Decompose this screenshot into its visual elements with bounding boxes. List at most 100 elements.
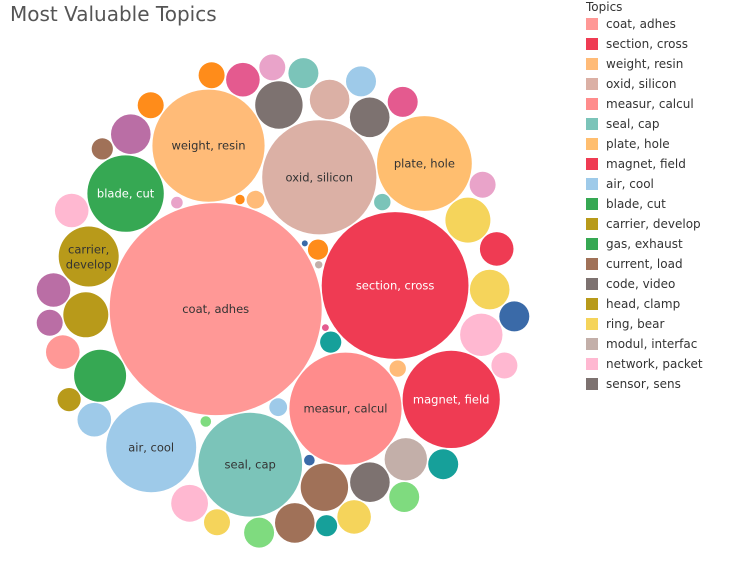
bubble[interactable] xyxy=(349,97,390,138)
bubble-label: carrier, develop xyxy=(66,243,112,272)
bubble[interactable] xyxy=(198,62,225,89)
legend: Topics coat, adhes section, cross weight, … xyxy=(586,0,751,394)
legend-item: modul, interfac xyxy=(586,334,751,354)
bubble[interactable] xyxy=(57,388,81,412)
legend-item: network, packet xyxy=(586,354,751,374)
legend-label: magnet, field xyxy=(606,157,686,171)
bubble[interactable] xyxy=(255,81,303,129)
bubble[interactable] xyxy=(301,240,308,247)
legend-swatch xyxy=(586,258,598,270)
legend-swatch xyxy=(586,58,598,70)
legend-swatch xyxy=(586,198,598,210)
bubble[interactable] xyxy=(111,114,151,154)
bubble[interactable] xyxy=(322,324,329,331)
bubble[interactable] xyxy=(320,331,342,353)
bubble[interactable] xyxy=(58,226,119,287)
bubble[interactable] xyxy=(171,484,209,522)
bubble-label: seal, cap xyxy=(225,458,276,472)
bubble[interactable] xyxy=(387,86,418,117)
bubble[interactable] xyxy=(346,66,376,97)
bubble[interactable] xyxy=(87,155,164,232)
bubble[interactable] xyxy=(315,261,323,269)
bubble[interactable] xyxy=(198,412,303,517)
bubble[interactable] xyxy=(469,171,496,198)
legend-swatch xyxy=(586,138,598,150)
bubble[interactable] xyxy=(491,352,518,379)
bubble[interactable] xyxy=(269,398,288,417)
legend-item: oxid, silicon xyxy=(586,74,751,94)
legend-swatch xyxy=(586,98,598,110)
bubble[interactable] xyxy=(499,301,530,332)
legend-swatch xyxy=(586,18,598,30)
bubble[interactable] xyxy=(171,196,183,209)
bubble[interactable] xyxy=(226,62,260,97)
bubble[interactable] xyxy=(469,269,510,310)
legend-label: blade, cut xyxy=(606,197,666,211)
bubble[interactable] xyxy=(106,402,197,493)
legend-item: measur, calcul xyxy=(586,94,751,114)
bubble-label: measur, calcul xyxy=(303,402,387,416)
bubble[interactable] xyxy=(63,292,109,338)
legend-swatch xyxy=(586,218,598,230)
bubble-label: weight, resin xyxy=(171,139,245,153)
bubble-label: section, cross xyxy=(356,279,435,293)
legend-label: head, clamp xyxy=(606,297,681,311)
bubble[interactable] xyxy=(77,402,112,437)
bubble[interactable] xyxy=(244,517,275,548)
bubble[interactable] xyxy=(74,349,127,402)
bubble[interactable] xyxy=(36,309,63,336)
bubble[interactable] xyxy=(152,89,265,202)
bubble[interactable] xyxy=(479,232,514,266)
bubble[interactable] xyxy=(337,500,371,534)
bubble-label: oxid, silicon xyxy=(286,170,354,184)
bubble[interactable] xyxy=(374,193,391,211)
bubble[interactable] xyxy=(235,194,245,205)
legend-swatch xyxy=(586,298,598,310)
bubble[interactable] xyxy=(307,239,329,260)
legend-item: blade, cut xyxy=(586,194,751,214)
bubble[interactable] xyxy=(389,360,406,377)
bubble[interactable] xyxy=(262,120,377,235)
legend-label: plate, hole xyxy=(606,137,670,151)
bubble[interactable] xyxy=(460,313,503,356)
bubble[interactable] xyxy=(304,454,315,466)
bubble[interactable] xyxy=(259,54,286,81)
bubble[interactable] xyxy=(384,438,427,481)
bubble[interactable] xyxy=(109,203,322,416)
chart-title: Most Valuable Topics xyxy=(10,2,217,26)
bubble[interactable] xyxy=(316,515,338,537)
legend-swatch xyxy=(586,238,598,250)
bubble[interactable] xyxy=(377,116,472,211)
legend-item: magnet, field xyxy=(586,154,751,174)
legend-item: weight, resin xyxy=(586,54,751,74)
bubble[interactable] xyxy=(246,190,265,209)
bubble[interactable] xyxy=(389,482,420,512)
bubble[interactable] xyxy=(445,197,491,243)
bubble[interactable] xyxy=(137,92,164,119)
bubble[interactable] xyxy=(46,335,80,369)
legend-label: sensor, sens xyxy=(606,377,681,391)
bubble[interactable] xyxy=(289,352,402,465)
legend-swatch xyxy=(586,78,598,90)
bubble[interactable] xyxy=(428,449,459,480)
bubble[interactable] xyxy=(200,416,212,427)
bubble[interactable] xyxy=(288,58,319,89)
legend-swatch xyxy=(586,358,598,370)
legend-title: Topics xyxy=(586,0,623,14)
bubble[interactable] xyxy=(36,273,71,307)
legend-swatch xyxy=(586,118,598,130)
bubble[interactable] xyxy=(309,79,350,120)
bubble[interactable] xyxy=(204,509,230,536)
bubble[interactable] xyxy=(300,463,349,511)
bubble[interactable] xyxy=(275,503,315,543)
bubble[interactable] xyxy=(350,462,390,503)
bubble[interactable] xyxy=(54,193,89,228)
legend-swatch xyxy=(586,38,598,50)
legend-label: weight, resin xyxy=(606,57,684,71)
legend-label: code, video xyxy=(606,277,676,291)
bubble[interactable] xyxy=(321,212,469,359)
legend-swatch xyxy=(586,318,598,330)
bubble[interactable] xyxy=(91,138,113,160)
bubble[interactable] xyxy=(402,350,500,448)
legend-swatch xyxy=(586,378,598,390)
